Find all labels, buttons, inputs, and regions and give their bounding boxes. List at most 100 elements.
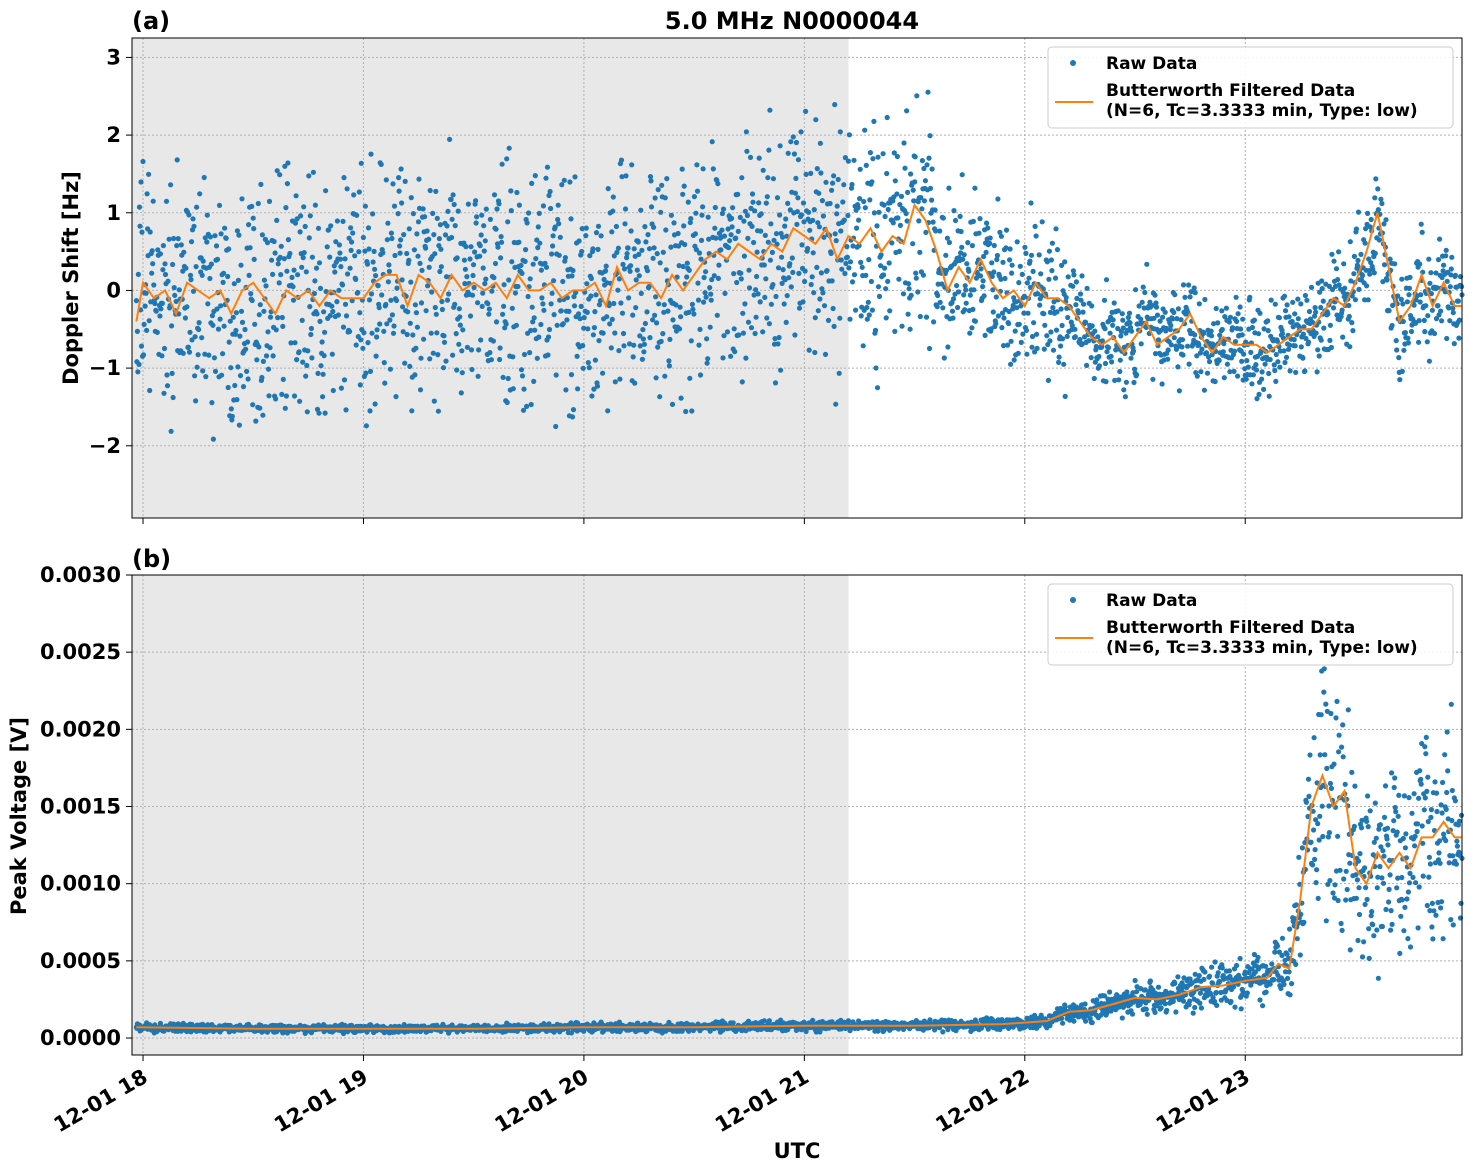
raw-point [1074, 295, 1080, 301]
raw-point [327, 254, 333, 260]
raw-point [601, 276, 607, 283]
figure-title: 5.0 MHz N0000044 [665, 7, 919, 35]
raw-point [1046, 248, 1052, 254]
raw-point [883, 315, 889, 321]
raw-point [1254, 396, 1260, 402]
raw-point [550, 243, 556, 249]
raw-point [316, 410, 322, 416]
raw-point [365, 340, 371, 346]
raw-point [946, 239, 953, 246]
raw-point [559, 182, 565, 188]
raw-point [531, 315, 537, 321]
raw-point [529, 304, 535, 310]
raw-point [656, 301, 662, 307]
raw-point [386, 262, 392, 268]
raw-point [228, 406, 234, 412]
raw-point [180, 350, 186, 356]
raw-point [152, 300, 158, 307]
raw-point [397, 250, 403, 256]
raw-point [373, 273, 379, 279]
raw-point [1122, 394, 1128, 400]
raw-point [858, 259, 864, 265]
raw-point [360, 234, 366, 241]
raw-point [236, 232, 242, 238]
raw-point [1212, 378, 1218, 385]
raw-point [270, 271, 276, 277]
raw-point [796, 305, 803, 311]
raw-point [452, 223, 458, 229]
raw-point [885, 206, 891, 213]
raw-point [1070, 268, 1076, 274]
raw-point [530, 319, 536, 325]
raw-point [758, 228, 764, 234]
raw-point [548, 205, 554, 212]
raw-point [562, 255, 569, 261]
raw-point [1140, 284, 1146, 290]
raw-point [726, 245, 732, 251]
raw-point [994, 252, 1001, 259]
raw-point [254, 357, 260, 363]
raw-point [985, 225, 991, 231]
raw-point [1059, 322, 1065, 329]
raw-point [1304, 297, 1310, 303]
raw-point [307, 304, 313, 310]
raw-point [987, 235, 993, 241]
raw-point [940, 305, 946, 311]
raw-point [1028, 252, 1035, 258]
raw-point [641, 341, 648, 347]
raw-point [1194, 373, 1200, 379]
raw-point [147, 229, 153, 235]
raw-point [389, 235, 395, 242]
raw-point [880, 151, 886, 157]
raw-point [980, 284, 986, 290]
raw-point [169, 323, 175, 329]
raw-point [1213, 305, 1219, 312]
raw-point [1209, 352, 1215, 358]
raw-point [1249, 966, 1255, 972]
raw-point [748, 325, 755, 331]
raw-point [204, 239, 210, 245]
raw-point [806, 209, 812, 215]
raw-point [662, 373, 668, 379]
raw-point [548, 301, 554, 307]
raw-point [939, 281, 945, 287]
raw-point [627, 268, 633, 274]
raw-point [707, 285, 713, 291]
raw-point [764, 315, 770, 321]
raw-point [1179, 344, 1185, 350]
raw-point [644, 309, 650, 315]
raw-point [811, 290, 817, 296]
raw-point [684, 260, 690, 266]
raw-point [900, 291, 907, 297]
raw-point [1095, 334, 1101, 340]
raw-point [702, 290, 708, 296]
raw-point [1418, 221, 1424, 227]
raw-point [1062, 259, 1068, 265]
raw-point [1006, 320, 1012, 327]
raw-point [1202, 969, 1208, 975]
raw-point [448, 196, 454, 203]
raw-point [829, 1019, 835, 1025]
raw-point [239, 196, 245, 202]
raw-point [1287, 342, 1293, 348]
raw-point [648, 204, 655, 210]
raw-point [1089, 1020, 1095, 1026]
raw-point [810, 217, 816, 223]
raw-point [1088, 355, 1094, 361]
raw-point [1356, 286, 1362, 292]
raw-point [201, 174, 207, 181]
raw-point [1033, 233, 1039, 239]
raw-point [788, 139, 794, 145]
raw-point [1295, 296, 1301, 302]
raw-point [690, 306, 696, 312]
raw-point [1128, 355, 1134, 361]
raw-point [1120, 325, 1126, 331]
raw-point [337, 250, 343, 256]
raw-point [233, 327, 239, 334]
raw-point [283, 205, 289, 211]
raw-point [237, 373, 244, 379]
raw-point [1267, 356, 1273, 363]
raw-point [194, 364, 200, 370]
raw-point [1107, 989, 1113, 995]
raw-point [1091, 375, 1097, 382]
